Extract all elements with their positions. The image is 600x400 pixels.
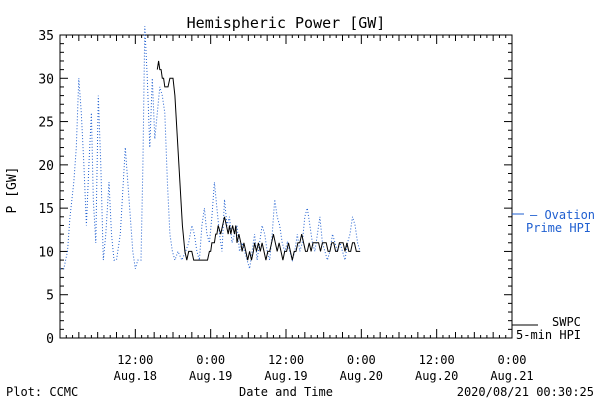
series-layer (60, 26, 361, 270)
x-axis-ticks: 12:00 Aug.18 0:00 Aug.19 12:00 Aug.19 0:00 Aug.… (59, 35, 534, 383)
x-tick-date-label: Aug.19 (264, 369, 307, 383)
y-tick-label: 10 (38, 245, 54, 260)
x-tick-date-label: Aug.19 (189, 369, 232, 383)
footer-plot-credit: Plot: CCMC (6, 385, 78, 399)
y-tick-label: 20 (38, 159, 54, 174)
y-axis-label: P [GW] (5, 167, 20, 214)
x-axis-label: Date and Time (239, 385, 333, 399)
y-tick-label: 15 (38, 202, 54, 217)
y-tick-label: 35 (38, 29, 54, 44)
x-tick-time-label: 0:00 (498, 353, 527, 367)
y-axis-ticks: 0 5 10 15 20 25 30 35 (38, 29, 512, 347)
x-tick-time-label: 0:00 (196, 353, 225, 367)
footer-timestamp: 2020/08/21 00:30:25 (457, 385, 594, 399)
legend-ovation-label-2: Prime HPI (526, 221, 591, 235)
chart-title: Hemispheric Power [GW] (187, 14, 386, 32)
x-tick-date-label: Aug.21 (490, 369, 533, 383)
x-tick-time-label: 12:00 (117, 353, 153, 367)
legend-swpc-label-2: 5-min HPI (516, 328, 581, 342)
x-tick-time-label: 0:00 (347, 353, 376, 367)
legend-ovation-label-1: — Ovation (530, 208, 595, 222)
y-tick-label: 5 (46, 289, 54, 304)
y-tick-label: 30 (38, 72, 54, 87)
x-tick-date-label: Aug.18 (114, 369, 157, 383)
x-tick-time-label: 12:00 (419, 353, 455, 367)
y-tick-label: 25 (38, 116, 54, 131)
x-tick-date-label: Aug.20 (415, 369, 458, 383)
ovation-prime-series-line (60, 26, 361, 270)
legend-swpc-label-1: SWPC (552, 315, 581, 329)
x-tick-time-label: 12:00 (268, 353, 304, 367)
x-tick-date-label: Aug.20 (340, 369, 383, 383)
y-tick-label: 0 (46, 332, 54, 347)
plot-frame (59, 34, 513, 339)
swpc-series-line (156, 60, 361, 261)
